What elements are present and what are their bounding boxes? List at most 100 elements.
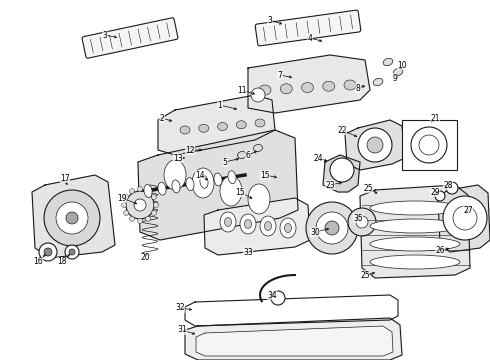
- Ellipse shape: [238, 152, 246, 158]
- Polygon shape: [204, 198, 310, 255]
- Circle shape: [443, 196, 487, 240]
- Text: 13: 13: [173, 153, 183, 162]
- Text: 17: 17: [60, 174, 70, 183]
- Ellipse shape: [260, 216, 276, 236]
- Circle shape: [325, 221, 339, 235]
- Circle shape: [129, 216, 134, 221]
- Text: 25: 25: [360, 270, 370, 279]
- Ellipse shape: [370, 255, 460, 269]
- Ellipse shape: [240, 214, 256, 234]
- Ellipse shape: [164, 160, 186, 190]
- Polygon shape: [248, 55, 370, 113]
- Ellipse shape: [280, 84, 292, 94]
- Circle shape: [39, 243, 57, 261]
- Text: 25: 25: [363, 184, 373, 193]
- Text: 15: 15: [235, 188, 245, 197]
- Polygon shape: [196, 326, 393, 356]
- Text: 4: 4: [308, 33, 313, 42]
- Circle shape: [44, 190, 100, 246]
- Text: 5: 5: [222, 158, 227, 166]
- Text: 15: 15: [260, 171, 270, 180]
- Text: 30: 30: [310, 228, 320, 237]
- Circle shape: [151, 211, 156, 216]
- Polygon shape: [32, 175, 115, 258]
- Text: 27: 27: [463, 206, 473, 215]
- Ellipse shape: [253, 144, 263, 152]
- Ellipse shape: [180, 126, 190, 134]
- Text: 7: 7: [277, 71, 282, 80]
- FancyBboxPatch shape: [255, 10, 361, 46]
- Circle shape: [356, 216, 368, 228]
- Circle shape: [44, 248, 52, 256]
- Text: 24: 24: [313, 153, 323, 162]
- FancyBboxPatch shape: [82, 18, 178, 58]
- Ellipse shape: [285, 224, 292, 233]
- Text: 3: 3: [102, 31, 107, 40]
- Ellipse shape: [383, 58, 393, 66]
- Text: 3: 3: [268, 15, 272, 24]
- Ellipse shape: [224, 217, 231, 226]
- Ellipse shape: [370, 219, 460, 233]
- Circle shape: [146, 216, 150, 221]
- Circle shape: [151, 194, 156, 199]
- Text: 14: 14: [195, 171, 205, 180]
- Text: 11: 11: [237, 86, 247, 95]
- Circle shape: [446, 182, 458, 194]
- Text: 1: 1: [218, 100, 222, 109]
- Text: 10: 10: [397, 60, 407, 69]
- Text: 18: 18: [57, 257, 67, 266]
- Bar: [402, 120, 457, 170]
- Circle shape: [251, 88, 265, 102]
- Ellipse shape: [218, 122, 227, 131]
- Text: 2: 2: [160, 113, 164, 122]
- Circle shape: [358, 128, 392, 162]
- Circle shape: [66, 212, 78, 224]
- Text: 35: 35: [353, 213, 363, 222]
- Text: 20: 20: [140, 253, 150, 262]
- Text: 31: 31: [177, 325, 187, 334]
- Ellipse shape: [265, 221, 271, 230]
- Ellipse shape: [144, 185, 152, 198]
- Ellipse shape: [370, 237, 460, 251]
- Text: 9: 9: [392, 73, 397, 82]
- Circle shape: [138, 186, 143, 192]
- Text: 29: 29: [430, 188, 440, 197]
- Text: 21: 21: [430, 113, 440, 122]
- Ellipse shape: [186, 177, 194, 190]
- Text: 12: 12: [185, 145, 195, 154]
- Polygon shape: [138, 130, 298, 240]
- Text: 34: 34: [267, 291, 277, 300]
- Ellipse shape: [172, 180, 180, 193]
- Circle shape: [123, 194, 129, 199]
- Circle shape: [367, 137, 383, 153]
- Circle shape: [435, 191, 445, 201]
- Circle shape: [69, 249, 75, 255]
- Circle shape: [306, 202, 358, 254]
- Ellipse shape: [344, 80, 356, 90]
- Ellipse shape: [393, 68, 403, 76]
- Polygon shape: [185, 295, 398, 326]
- Text: 6: 6: [245, 150, 250, 159]
- Text: 19: 19: [117, 194, 127, 202]
- Ellipse shape: [370, 201, 460, 215]
- Polygon shape: [360, 185, 470, 278]
- Circle shape: [271, 291, 285, 305]
- Polygon shape: [438, 185, 490, 252]
- Text: 32: 32: [175, 303, 185, 312]
- Circle shape: [348, 208, 376, 236]
- Ellipse shape: [301, 82, 314, 93]
- Circle shape: [330, 158, 354, 182]
- Ellipse shape: [158, 182, 166, 195]
- Circle shape: [153, 202, 158, 207]
- Text: 23: 23: [325, 180, 335, 189]
- Ellipse shape: [200, 175, 208, 188]
- Text: 8: 8: [356, 84, 360, 93]
- Ellipse shape: [214, 173, 222, 186]
- Text: 26: 26: [435, 246, 445, 255]
- Polygon shape: [345, 120, 405, 170]
- Circle shape: [129, 189, 134, 194]
- Ellipse shape: [245, 220, 251, 229]
- Text: 33: 33: [243, 248, 253, 257]
- Polygon shape: [158, 95, 275, 155]
- Ellipse shape: [220, 176, 242, 206]
